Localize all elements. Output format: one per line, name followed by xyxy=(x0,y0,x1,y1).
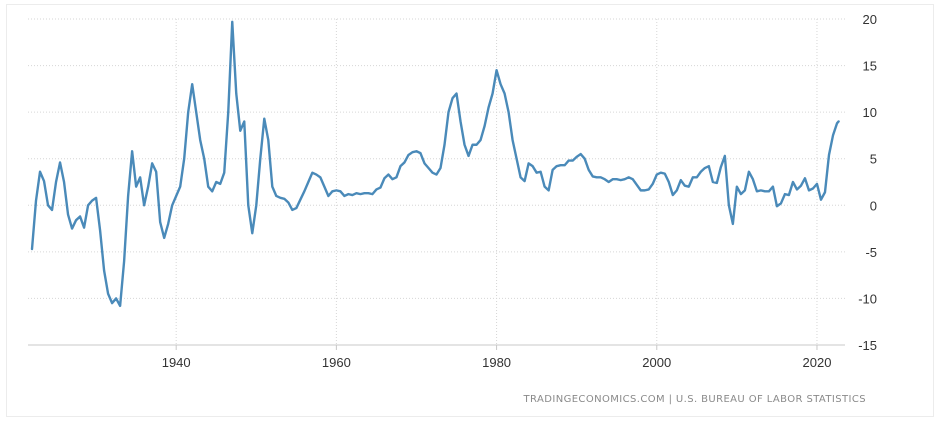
chart-grid xyxy=(28,18,845,346)
y-tick-label: 15 xyxy=(863,59,877,74)
chart-frame xyxy=(6,4,934,417)
series-layer xyxy=(30,20,840,308)
y-tick-label: 5 xyxy=(870,152,877,167)
x-tick-label: 2020 xyxy=(803,355,832,370)
x-tick-label: 1940 xyxy=(162,355,191,370)
source-credit: TRADINGECONOMICS.COM | U.S. BUREAU OF LA… xyxy=(523,394,866,405)
y-tick-label: 10 xyxy=(863,105,877,120)
x-tick-label: 2000 xyxy=(642,355,671,370)
y-tick-label: -10 xyxy=(858,291,877,306)
y-axis: 20 15 10 5 0 -5 -10 -15 xyxy=(858,12,877,353)
series-line-0 xyxy=(30,20,840,308)
x-tick-label: 1980 xyxy=(482,355,511,370)
x-tick-label: 1960 xyxy=(322,355,351,370)
y-tick-label: 0 xyxy=(870,198,877,213)
y-tick-label: -5 xyxy=(865,245,877,260)
y-tick-label: 20 xyxy=(863,12,877,27)
y-tick-label: -15 xyxy=(858,338,877,353)
x-axis: 1940 1960 1980 2000 2020 xyxy=(162,345,832,370)
